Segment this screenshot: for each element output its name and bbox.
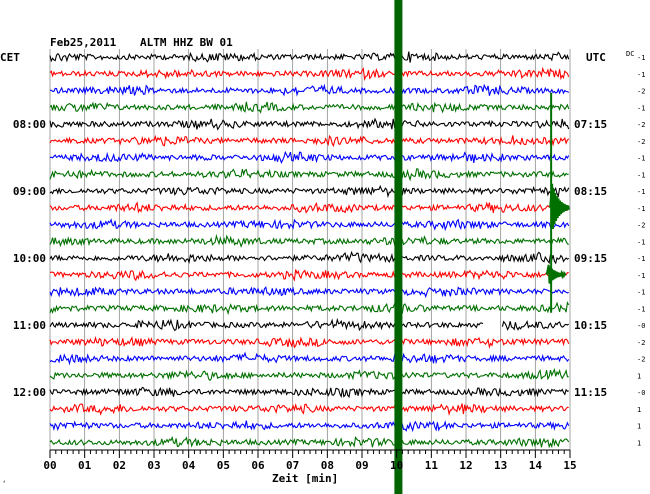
dc-offset-label: 1 — [637, 439, 641, 447]
events — [394, 0, 570, 494]
left-zone-label: CET — [0, 51, 20, 64]
dc-offset-label: 1 — [637, 423, 641, 431]
dc-offset-label: -2 — [637, 222, 645, 230]
header-date: Feb25,2011 — [50, 36, 117, 49]
x-tick-label: 11 — [425, 459, 439, 472]
dc-offset-label: -2 — [637, 356, 645, 364]
dc-offset-label: -2 — [637, 138, 645, 146]
dc-offset-label: -1 — [637, 238, 645, 246]
corner-mark: ‘ — [2, 480, 6, 488]
seismic-spike — [549, 183, 570, 230]
x-tick-label: 08 — [321, 459, 334, 472]
dc-offset-label: -2 — [637, 339, 645, 347]
seismic-trace — [49, 386, 569, 399]
seismic-trace — [49, 301, 570, 316]
x-tick-label: 10 — [390, 459, 403, 472]
seismic-trace — [49, 269, 569, 282]
seismic-trace — [49, 317, 570, 332]
left-time-label: 12:00 — [13, 386, 46, 399]
x-tick-label: 04 — [182, 459, 196, 472]
seismic-trace — [49, 435, 570, 449]
seismic-trace — [49, 351, 570, 366]
x-tick-label: 15 — [563, 459, 576, 472]
seismic-spike — [545, 264, 567, 284]
right-zone-label: UTC — [586, 51, 606, 64]
seismic-trace — [49, 150, 570, 165]
seismic-trace — [49, 218, 570, 232]
right-time-label: 10:15 — [574, 319, 607, 332]
header-station: ALTM HHZ BW 01 — [140, 36, 233, 49]
x-tick-label: 00 — [43, 459, 56, 472]
right-time-label: 09:15 — [574, 252, 607, 265]
seismic-trace — [49, 367, 569, 382]
dc-offset-label: -2 — [637, 121, 645, 129]
seismic-trace — [49, 117, 570, 131]
time-labels: -1 -1 -2 -1 -2 -2 -1 -1 -1 -1 -2 -1 -1 -1 -1 -1 -0 -2 -2 1 -… — [13, 54, 646, 447]
seismic-trace — [49, 134, 570, 148]
seismic-trace — [49, 335, 570, 349]
dc-offset-label: -1 — [637, 272, 645, 280]
dc-offset-label: -2 — [637, 88, 645, 96]
dc-offset-label: -1 — [637, 188, 645, 196]
x-tick-label: 07 — [286, 459, 299, 472]
dc-offset-label: 1 — [637, 406, 641, 414]
x-tick-label: 05 — [217, 459, 230, 472]
dc-offset-label: -0 — [637, 322, 645, 330]
left-time-label: 11:00 — [13, 319, 46, 332]
dc-offset-label: -1 — [637, 205, 645, 213]
seismic-trace — [49, 168, 569, 182]
x-tick-label: 14 — [529, 459, 543, 472]
dc-offset-label: -1 — [637, 171, 645, 179]
dc-offset-label: -0 — [637, 389, 645, 397]
seismic-trace — [49, 50, 570, 63]
x-tick-label: 06 — [251, 459, 265, 472]
traces — [49, 50, 570, 449]
dc-offset-label: -1 — [637, 71, 645, 79]
seismic-trace — [49, 184, 570, 199]
right-time-label: 08:15 — [574, 185, 607, 198]
x-tick-label: 09 — [355, 459, 368, 472]
x-tick-label: 13 — [494, 459, 507, 472]
left-time-label: 08:00 — [13, 118, 46, 131]
right-time-label: 11:15 — [574, 386, 607, 399]
dc-offset-label: -1 — [637, 104, 645, 112]
x-tick-label: 12 — [459, 459, 472, 472]
seismic-trace — [49, 101, 570, 114]
dc-offset-label: -1 — [637, 305, 645, 313]
seismic-trace — [49, 66, 570, 82]
seismic-trace — [49, 250, 570, 265]
x-tick-label: 01 — [78, 459, 92, 472]
earthquake-band — [394, 0, 403, 494]
right-time-label: 07:15 — [574, 118, 607, 131]
dc-offset-label: -1 — [637, 54, 645, 62]
dc-offset-label: -1 — [637, 155, 645, 163]
seismic-trace — [49, 201, 570, 214]
left-time-label: 09:00 — [13, 185, 46, 198]
dc-offset-label: -1 — [637, 255, 645, 263]
left-time-label: 10:00 — [13, 252, 46, 265]
seismic-trace — [49, 233, 569, 248]
seismic-trace — [49, 402, 569, 416]
seismic-trace — [50, 83, 570, 97]
x-tick-label: 02 — [113, 459, 126, 472]
dc-label: DC — [626, 50, 634, 58]
x-axis-label: Zeit [min] — [272, 472, 338, 485]
dc-offset-label: 1 — [637, 372, 641, 380]
seismic-trace — [49, 286, 569, 299]
seismic-trace — [49, 420, 570, 433]
x-axis: 00 01 02 03 04 05 06 07 08 09 10 11 12 13 14 15 — [43, 449, 577, 472]
x-tick-label: 03 — [147, 459, 160, 472]
dc-offset-label: -1 — [637, 289, 645, 297]
